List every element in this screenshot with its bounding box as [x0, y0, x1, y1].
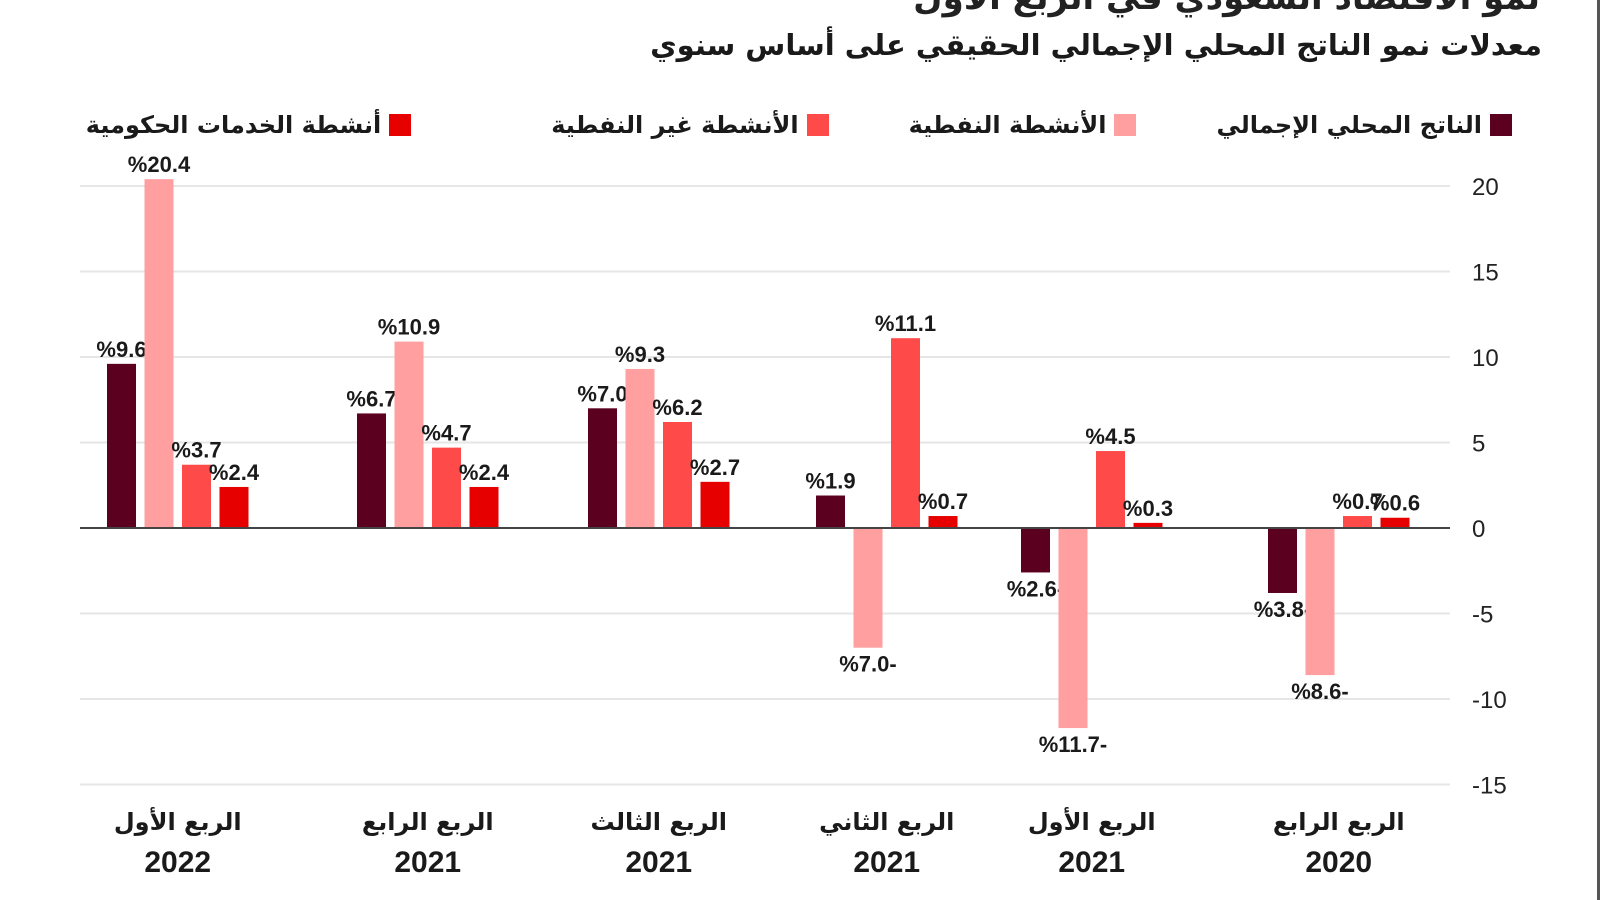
- y-tick-label: 20: [1472, 174, 1499, 201]
- data-label: %0.7: [1332, 489, 1382, 514]
- chart-subtitle: معدلات نمو الناتج المحلي الإجمالي الحقيق…: [650, 28, 1542, 62]
- x-category-label: الربع الرابع: [362, 808, 494, 836]
- bar-gdp: [1021, 528, 1050, 573]
- bar-gdp: [816, 495, 845, 528]
- bar-non_oil: [1343, 516, 1372, 528]
- bar-non_oil: [432, 447, 461, 528]
- data-label: %4.5: [1085, 424, 1135, 449]
- bar-non_oil: [891, 338, 920, 528]
- bar-oil: [853, 528, 883, 648]
- data-label: %8.6-: [1291, 679, 1348, 704]
- bar-gdp: [107, 363, 136, 528]
- x-category-year: 2021: [394, 846, 461, 879]
- bar-government: [1133, 522, 1163, 528]
- data-label: %1.9: [805, 469, 855, 494]
- data-label: %3.7: [171, 438, 221, 463]
- x-category-label: الربع الأول: [114, 807, 242, 836]
- x-category-year: 2021: [625, 846, 692, 879]
- legend-swatch-non-oil: [806, 114, 829, 136]
- x-category-label: الربع الرابع: [1273, 808, 1405, 836]
- bar-non_oil: [663, 421, 692, 528]
- data-label: %6.2: [652, 395, 702, 420]
- data-label: %0.6: [1370, 491, 1420, 516]
- data-label: %7.0-: [839, 652, 896, 677]
- bar-gdp: [588, 408, 617, 528]
- data-label: %7.0: [577, 381, 627, 406]
- bar-gdp: [357, 413, 386, 528]
- legend-label-oil: الأنشطة النفطية: [908, 111, 1107, 139]
- data-label: %2.4: [459, 460, 510, 485]
- legend-swatch-gdp: [1490, 114, 1512, 136]
- bar-oil: [625, 368, 655, 528]
- data-label: %0.3: [1123, 496, 1173, 521]
- chart-title-partial: نمو الاقتصاد السعودي في الربع الأول: [540, 0, 1540, 18]
- x-category-year: 2021: [1058, 846, 1125, 879]
- legend: الناتج المحلي الإجمالي الأنشطة النفطية ا…: [86, 108, 1512, 142]
- data-label: %11.1: [875, 311, 936, 336]
- bar-government: [469, 486, 499, 528]
- bar-government: [700, 481, 730, 528]
- data-label: %4.7: [421, 421, 471, 446]
- legend-item-government: أنشطة الخدمات الحكومية: [85, 108, 412, 142]
- y-tick-label: 10: [1472, 345, 1499, 372]
- legend-label-non-oil: الأنشطة غير النفطية: [551, 111, 799, 139]
- bar-oil: [1305, 528, 1335, 676]
- data-label: %0.7: [918, 489, 968, 514]
- right-border: [1597, 0, 1600, 900]
- data-label: %3.8-: [1254, 597, 1311, 622]
- bar-oil: [394, 341, 424, 528]
- data-label: %11.7-: [1039, 732, 1108, 757]
- y-tick-label: -15: [1472, 773, 1507, 800]
- legend-item-non-oil: الأنشطة غير النفطية: [551, 108, 829, 142]
- bar-oil: [1058, 528, 1088, 729]
- bar-government: [1380, 517, 1410, 528]
- data-label: %6.7: [346, 386, 396, 411]
- x-category-year: 2020: [1305, 846, 1372, 879]
- bar-non_oil: [1096, 451, 1125, 528]
- legend-swatch-government: [389, 114, 412, 136]
- y-tick-label: -10: [1472, 687, 1507, 714]
- x-category-label: الربع الثاني: [819, 808, 954, 836]
- bar-non_oil: [182, 464, 211, 528]
- legend-swatch-oil: [1114, 114, 1137, 136]
- x-category-year: 2022: [144, 846, 211, 879]
- y-tick-label: -5: [1472, 602, 1493, 629]
- legend-label-government: أنشطة الخدمات الحكومية: [85, 111, 382, 139]
- y-tick-label: 0: [1472, 516, 1485, 543]
- legend-item-oil: الأنشطة النفطية: [909, 108, 1137, 142]
- y-tick-label: 5: [1472, 431, 1485, 458]
- bar-government: [219, 486, 249, 528]
- data-label: %2.4: [209, 460, 260, 485]
- data-label: %9.3: [615, 342, 665, 367]
- legend-item-gdp: الناتج المحلي الإجمالي: [1216, 108, 1512, 142]
- bar-oil: [144, 179, 174, 528]
- data-label: %9.6: [96, 337, 146, 362]
- data-label: %20.4: [128, 152, 191, 177]
- data-label: %10.9: [378, 315, 440, 340]
- x-category-label: الربع الأول: [1028, 807, 1156, 836]
- x-category-label: الربع الثالث: [591, 808, 727, 836]
- data-label: %2.7: [690, 455, 740, 480]
- bar-gdp: [1268, 528, 1297, 593]
- x-category-year: 2021: [853, 846, 920, 879]
- data-label: %2.6-: [1007, 576, 1064, 601]
- bar-government: [928, 516, 958, 528]
- legend-label-gdp: الناتج المحلي الإجمالي: [1216, 111, 1482, 139]
- y-tick-label: 15: [1472, 260, 1499, 287]
